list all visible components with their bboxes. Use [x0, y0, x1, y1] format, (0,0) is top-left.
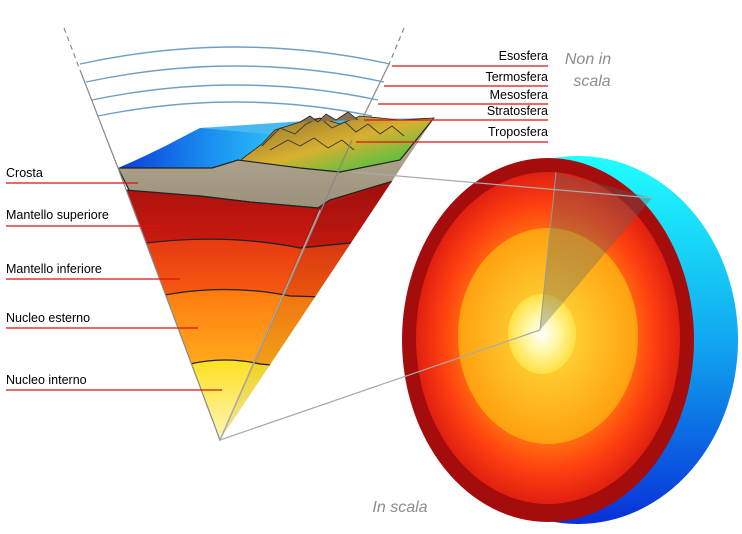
label-outer-core: Nucleo esterno	[6, 311, 90, 325]
mountain-peaks	[299, 111, 359, 123]
label-troposphere: Troposfera	[488, 125, 548, 139]
arc-stratosphere	[97, 101, 373, 117]
arc-exosphere	[79, 46, 391, 65]
connector-top	[351, 171, 653, 199]
note-not-to-scale-1: Non in	[565, 51, 611, 68]
label-thermosphere: Termosfera	[485, 70, 548, 84]
wedge-inner-edge	[219, 209, 321, 441]
connector-bottom	[219, 329, 541, 441]
wedge-right-dash	[389, 27, 405, 63]
wedge-left-edge	[79, 69, 119, 169]
label-inner-core: Nucleo interno	[6, 373, 87, 387]
sphere-inner-core	[508, 294, 576, 374]
label-upper-mantle: Mantello superiore	[6, 208, 109, 222]
wedge-section	[63, 27, 435, 442]
atmosphere-arcs	[79, 46, 391, 117]
arc-mesosphere	[91, 84, 379, 101]
atmosphere-labels: Esosfera Termosfera Mesosfera Stratosfer…	[356, 49, 548, 143]
label-lower-mantle: Mantello inferiore	[6, 262, 102, 276]
mountain-ridges	[261, 117, 405, 151]
ocean-surface	[118, 124, 300, 168]
sphere-wedge-slice	[540, 172, 652, 330]
note-not-to-scale-2: scala	[573, 73, 610, 90]
label-crust: Crosta	[6, 166, 43, 180]
label-exosphere: Esosfera	[499, 49, 548, 63]
layer-inner-core	[189, 359, 434, 440]
wedge-left-dash	[63, 27, 81, 71]
earth-sphere	[402, 156, 738, 524]
note-to-scale: In scala	[372, 499, 427, 516]
slice-edge-left	[539, 171, 557, 331]
earth-labels: Crosta Mantello superiore Mantello infer…	[6, 166, 222, 391]
arc-thermosphere	[85, 65, 385, 83]
label-stratosphere: Stratosfera	[487, 104, 548, 118]
label-mesosphere: Mesosfera	[490, 88, 548, 102]
wedge-interior	[118, 118, 434, 440]
